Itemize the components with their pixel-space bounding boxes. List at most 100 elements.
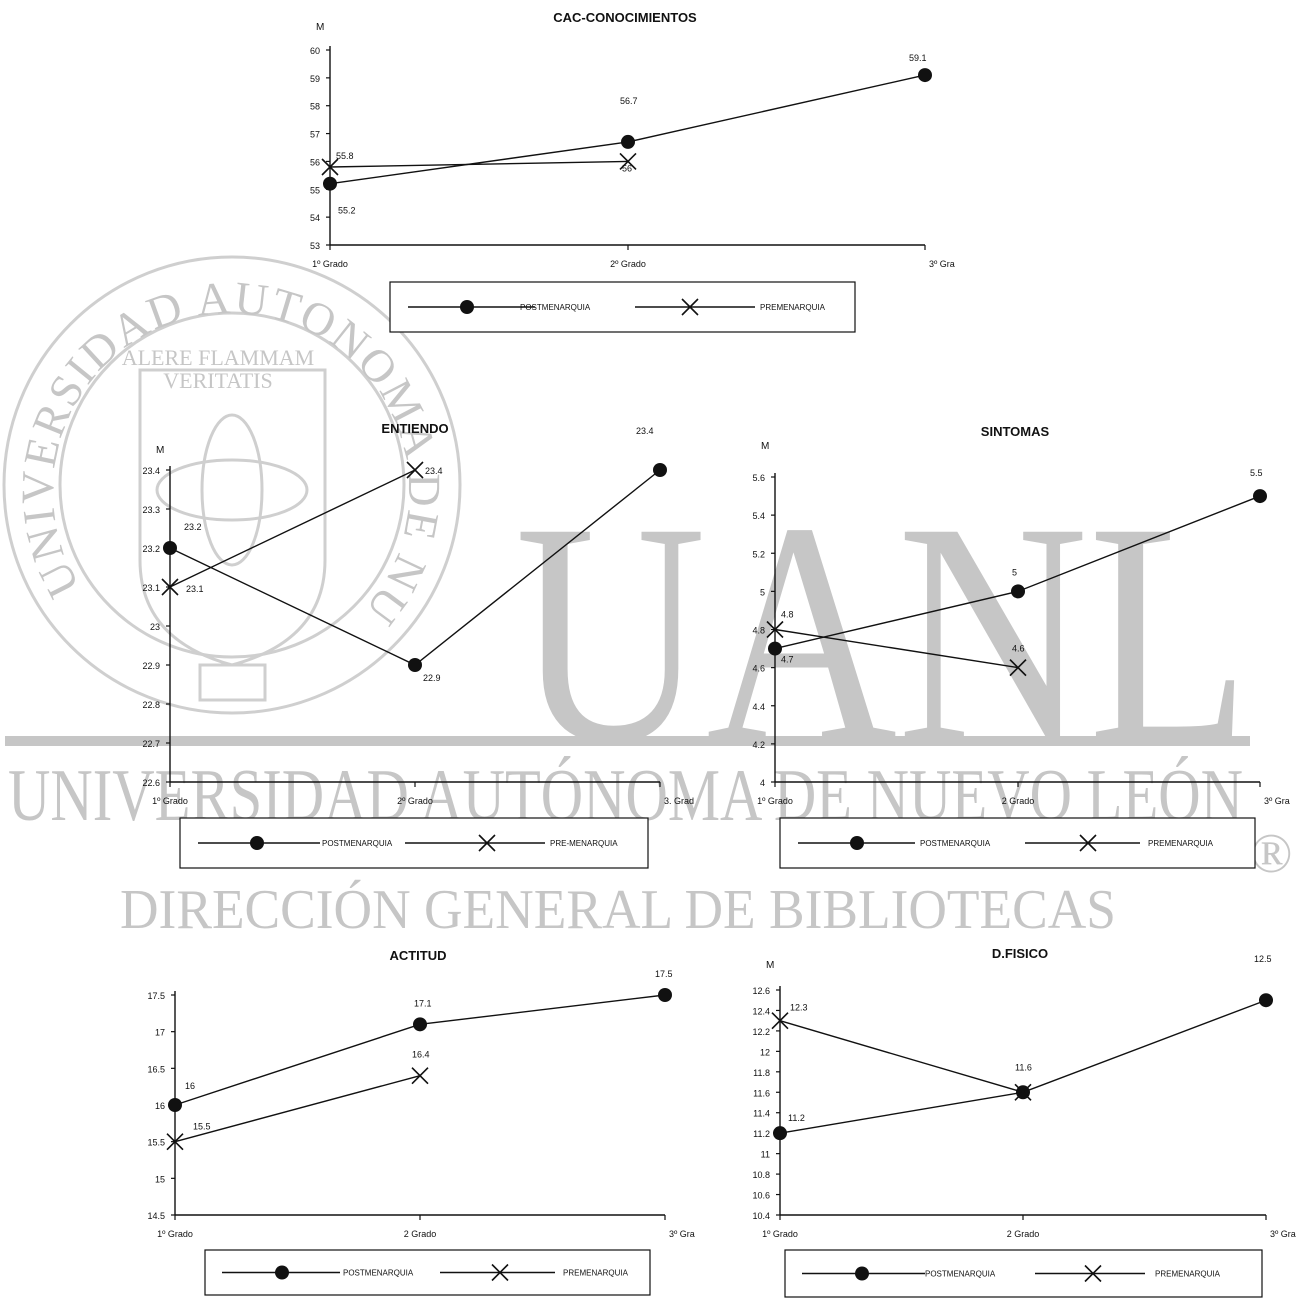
y-tick-label: 4.8 — [752, 626, 765, 636]
x-tick-label: 3º Gra — [669, 1229, 695, 1239]
y-tick-label: 57 — [310, 130, 320, 140]
data-label: 16 — [185, 1081, 195, 1091]
y-tick-label: 12.4 — [752, 1006, 770, 1016]
y-tick-label: 5.6 — [752, 473, 765, 483]
data-point — [621, 134, 635, 149]
data-point — [406, 461, 424, 479]
y-tick-label: 15.5 — [147, 1138, 165, 1148]
y-tick-label: 12 — [760, 1047, 770, 1057]
data-point — [168, 1098, 182, 1112]
legend-entry: POSTMENARQUIA — [925, 1270, 996, 1279]
data-point — [653, 463, 667, 477]
data-label: 23.4 — [425, 466, 443, 476]
x-tick-label: 1º Grado — [152, 796, 188, 806]
data-point — [766, 620, 784, 639]
data-label: 11.6 — [1015, 1062, 1032, 1072]
data-label: 22.9 — [423, 673, 441, 683]
chart-title: SINTOMAS — [981, 424, 1050, 439]
data-label: 12.3 — [790, 1003, 808, 1013]
chart-title: ENTIENDO — [381, 421, 448, 436]
data-label: 17.5 — [655, 969, 673, 979]
y-tick-label: 56 — [310, 157, 320, 167]
y-tick-label: 17 — [155, 1028, 165, 1038]
data-label: 4.7 — [781, 655, 794, 665]
y-tick-label: 17.5 — [147, 991, 165, 1001]
watermark-rule — [5, 736, 1250, 746]
legend-marker — [681, 298, 699, 316]
x-tick-label: 3º Gra — [1270, 1229, 1296, 1239]
data-label: 55.8 — [336, 151, 354, 161]
data-point — [768, 641, 782, 656]
data-point — [413, 1017, 427, 1032]
x-tick-label: 1º Grado — [762, 1229, 798, 1239]
seal-motto-line2: VERITATIS — [163, 368, 272, 393]
legend-marker — [460, 300, 474, 314]
legend-entry: PREMENARQUIA — [1155, 1270, 1221, 1279]
legend-marker — [1079, 834, 1097, 852]
legend: POSTMENARQUIA PREMENARQUIA — [779, 817, 1256, 869]
y-tick-label: 10.4 — [752, 1211, 770, 1221]
chart-1: CAC-CONOCIMIENTOS M 53 54 55 56 57 58 59 60 1º Gra… — [310, 10, 955, 333]
data-label: 55.2 — [338, 206, 356, 216]
legend: POSTMENARQUIA PREMENARQUIA — [784, 1249, 1263, 1298]
series-line-premenarquia — [774, 628, 1019, 669]
seal-motto-line1: ALERE FLAMMAM — [122, 345, 315, 370]
y-tick-label: 59 — [310, 74, 320, 84]
data-point — [166, 1133, 184, 1151]
x-tick-label: 2º Grado — [610, 259, 646, 269]
series-line-postmenarquia — [774, 495, 1261, 650]
y-tick-label: 23.4 — [142, 466, 160, 476]
legend-entry: PRE-MENARQUIA — [550, 839, 618, 848]
y-tick-label: 4.2 — [752, 740, 765, 750]
y-axis-label: M — [156, 445, 164, 456]
y-tick-label: 23.3 — [142, 505, 160, 515]
series-line-premenarquia — [174, 1074, 421, 1143]
y-tick-label: 10.8 — [752, 1170, 770, 1180]
y-tick-label: 4.6 — [752, 664, 765, 674]
y-tick-label: 60 — [310, 46, 320, 56]
y-tick-label: 4.4 — [752, 702, 765, 712]
legend-marker — [250, 836, 264, 850]
legend-marker — [478, 834, 496, 852]
x-tick-label: 3º Gra — [1264, 796, 1290, 806]
x-tick-label: 2 Grado — [404, 1229, 437, 1239]
data-point — [1009, 659, 1027, 677]
chart-title: ACTITUD — [389, 948, 446, 963]
y-tick-label: 12.2 — [752, 1027, 770, 1037]
y-tick-label: 5.2 — [752, 549, 765, 559]
x-tick-label: 3. Grad — [664, 796, 694, 806]
data-label: 23.4 — [636, 426, 654, 436]
legend-marker — [275, 1265, 289, 1280]
data-point — [323, 176, 337, 191]
legend-entry: POSTMENARQUIA — [920, 839, 991, 848]
legend-marker — [1084, 1264, 1102, 1283]
data-label: 56 — [622, 163, 632, 173]
legend-entry: PREMENARQUIA — [563, 1269, 629, 1278]
legend: POSTMENARQUIA PREMENARQUIA — [389, 281, 856, 333]
x-tick-label: 1º Grado — [312, 259, 348, 269]
data-point — [1253, 489, 1267, 504]
data-point — [163, 541, 177, 555]
data-point — [408, 658, 422, 672]
data-label: 5 — [1012, 567, 1017, 577]
x-tick-label: 3º Gra — [929, 259, 955, 269]
data-point — [771, 1012, 789, 1030]
x-tick-label: 2 Grado — [1007, 1229, 1040, 1239]
y-tick-label: 53 — [310, 241, 320, 251]
x-tick-label: 1º Grado — [757, 796, 793, 806]
y-tick-label: 22.6 — [142, 778, 160, 788]
y-tick-label: 11 — [761, 1150, 770, 1160]
data-point — [161, 578, 179, 596]
x-tick-label: 2 Grado — [1002, 796, 1035, 806]
data-label: 4.8 — [781, 610, 794, 620]
data-point — [1011, 584, 1025, 599]
data-label: 5.5 — [1250, 468, 1263, 478]
y-tick-label: 14.5 — [147, 1211, 165, 1221]
data-point — [321, 158, 339, 176]
legend-entry: POSTMENARQUIA — [322, 839, 393, 848]
legend-entry: PREMENARQUIA — [1148, 839, 1214, 848]
watermark-letters: UANL — [515, 457, 1250, 809]
legend-entry: POSTMENARQUIA — [343, 1269, 414, 1278]
data-point — [1259, 993, 1273, 1008]
